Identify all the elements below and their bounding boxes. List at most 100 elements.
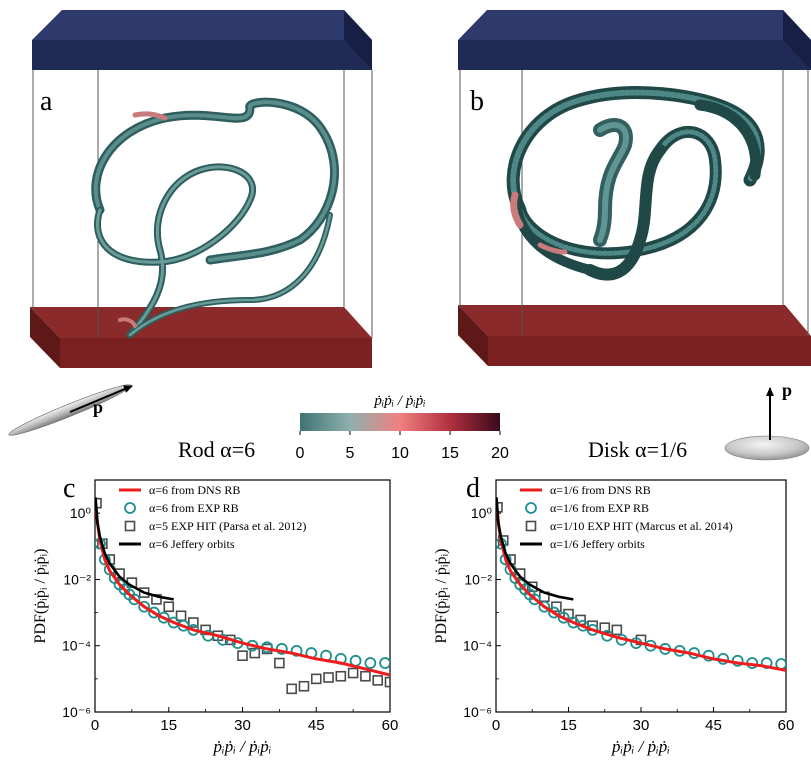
x-tick-label: 15	[160, 717, 177, 734]
data-point-circle	[128, 593, 141, 606]
rod-particle: p	[8, 384, 133, 436]
legend-label: α=1/6 from DNS RB	[550, 483, 651, 497]
data-point-circle	[157, 611, 170, 624]
y-tick-label: 10⁰	[70, 505, 92, 521]
y-axis-label: PDF(ṗᵢṗᵢ / ṗᵢṗᵢ)	[433, 549, 450, 644]
top-plate-a	[32, 10, 372, 70]
data-point-square	[551, 601, 562, 613]
data-point-circle	[548, 606, 560, 619]
legend-label: α=6 from DNS RB	[149, 483, 240, 497]
data-point-square	[360, 670, 371, 682]
y-tick-label: 10⁻²	[464, 571, 492, 587]
legend-label: α=6 Jeffery orbits	[149, 537, 235, 551]
data-point-square	[200, 624, 211, 636]
x-tick-label: 60	[778, 717, 795, 734]
x-tick-label: 30	[633, 717, 650, 734]
legend-label: α=5 EXP HIT (Parsa et al. 2012)	[149, 519, 306, 533]
panel-label-a: a	[40, 86, 53, 117]
series-line	[95, 497, 174, 601]
colorbar-tick-label: 5	[346, 445, 355, 462]
container-edges-b	[459, 42, 809, 336]
x-tick-label: 15	[560, 717, 577, 734]
data-point-circle	[138, 600, 151, 613]
legend-swatch-circle	[124, 502, 136, 514]
data-point-square	[310, 673, 322, 685]
data-point-square	[611, 624, 623, 636]
disk-particle: p	[724, 380, 810, 461]
legend-label: α=1/6 Jeffery orbits	[550, 537, 645, 551]
legend-swatch-square	[525, 520, 537, 532]
x-axis-label: ṗᵢṗᵢ / ṗᵢṗᵢ	[213, 737, 272, 756]
y-tick-label: 10⁻⁶	[463, 704, 492, 720]
data-point-square	[298, 680, 310, 692]
y-tick-label: 10⁻⁴	[463, 638, 492, 654]
panel-label-d: d	[466, 473, 480, 504]
panel-b: b	[458, 10, 811, 366]
data-point-square	[286, 683, 297, 695]
y-tick-label: 10⁰	[471, 505, 493, 521]
data-point-circle	[148, 606, 160, 619]
colorbar-tick-label: 0	[296, 445, 305, 462]
data-point-circle	[290, 644, 303, 657]
colorbar-gradient	[300, 413, 500, 431]
legend-label: α=1/10 EXP HIT (Marcus et al. 2014)	[550, 519, 733, 533]
colorbar-tick-label: 20	[491, 445, 509, 462]
x-tick-label: 45	[705, 717, 722, 734]
series-line	[95, 503, 390, 677]
x-tick-label: 60	[382, 717, 399, 734]
data-point-square	[347, 667, 359, 679]
panel-label-b: b	[470, 86, 484, 117]
colorbar: ṗᵢṗᵢ / ṗᵢṗᵢ 0 5 10 15 20	[296, 393, 509, 462]
rod-vector-label: p	[93, 397, 103, 417]
panel-label-c: c	[63, 473, 75, 504]
data-point-circle	[364, 657, 377, 669]
top-plate-b	[458, 10, 811, 70]
x-tick-label: 0	[492, 717, 500, 734]
bottom-plate-a	[30, 307, 372, 368]
data-point-square	[384, 676, 390, 688]
legend-swatch-circle	[525, 502, 537, 514]
data-point-square	[249, 647, 261, 659]
data-point-square	[335, 670, 347, 682]
series-line	[496, 497, 574, 601]
data-point-square	[274, 657, 285, 669]
rod-trajectory	[91, 97, 340, 339]
x-tick-label: 0	[91, 717, 99, 734]
bottom-plate-b	[458, 305, 811, 366]
disk-trajectory	[506, 86, 765, 281]
rod-label: Rod α=6	[178, 437, 255, 462]
x-tick-label: 45	[308, 717, 325, 734]
y-tick-label: 10⁻⁴	[62, 638, 91, 654]
data-point-square	[372, 675, 384, 686]
chart-panel-d: 0 15 30 45 60 10⁰ 10⁻² 10⁻⁴ 10⁻⁶ ṗᵢṗᵢ / ṗᵢṗᵢ PDF(ṗ…	[433, 479, 795, 756]
data-point-square	[175, 610, 187, 622]
disk-label: Disk α=1/6	[588, 437, 687, 462]
panel-a: a	[30, 10, 373, 368]
data-point-square	[163, 601, 175, 613]
data-point-circle	[528, 593, 541, 606]
disk-vector-label: p	[782, 380, 792, 400]
x-axis-label: ṗᵢṗᵢ / ṗᵢṗᵢ	[611, 737, 670, 756]
x-tick-label: 30	[234, 717, 251, 734]
y-axis-label: PDF(ṗᵢṗᵢ / ṗᵢṗᵢ)	[32, 549, 49, 644]
y-tick-label: 10⁻⁶	[62, 704, 91, 720]
legend-label: α=6 from EXP RB	[149, 501, 239, 515]
colorbar-ticks: 0 5 10 15 20	[296, 431, 509, 462]
data-point-square	[323, 672, 334, 683]
data-point-circle	[379, 657, 390, 669]
y-tick-label: 10⁻²	[63, 571, 91, 587]
colorbar-tick-label: 15	[441, 445, 459, 462]
colorbar-title: ṗᵢṗᵢ / ṗᵢṗᵢ	[373, 393, 425, 409]
chart-panel-c: 0 15 30 45 60 10⁰ 10⁻² 10⁻⁴ 10⁻⁶ ṗᵢṗᵢ / ṗᵢṗᵢ PDF(ṗ…	[32, 479, 399, 756]
data-point-circle	[275, 643, 288, 655]
container-edges-a	[32, 42, 373, 338]
legend-label: α=1/6 from EXP RB	[550, 501, 649, 515]
data-point-square	[188, 617, 199, 628]
colorbar-tick-label: 10	[391, 445, 409, 462]
data-point-square	[526, 581, 538, 593]
data-point-square	[237, 650, 248, 661]
legend-swatch-square	[124, 520, 136, 532]
data-point-circle	[538, 600, 551, 613]
data-point-circle	[557, 611, 570, 624]
